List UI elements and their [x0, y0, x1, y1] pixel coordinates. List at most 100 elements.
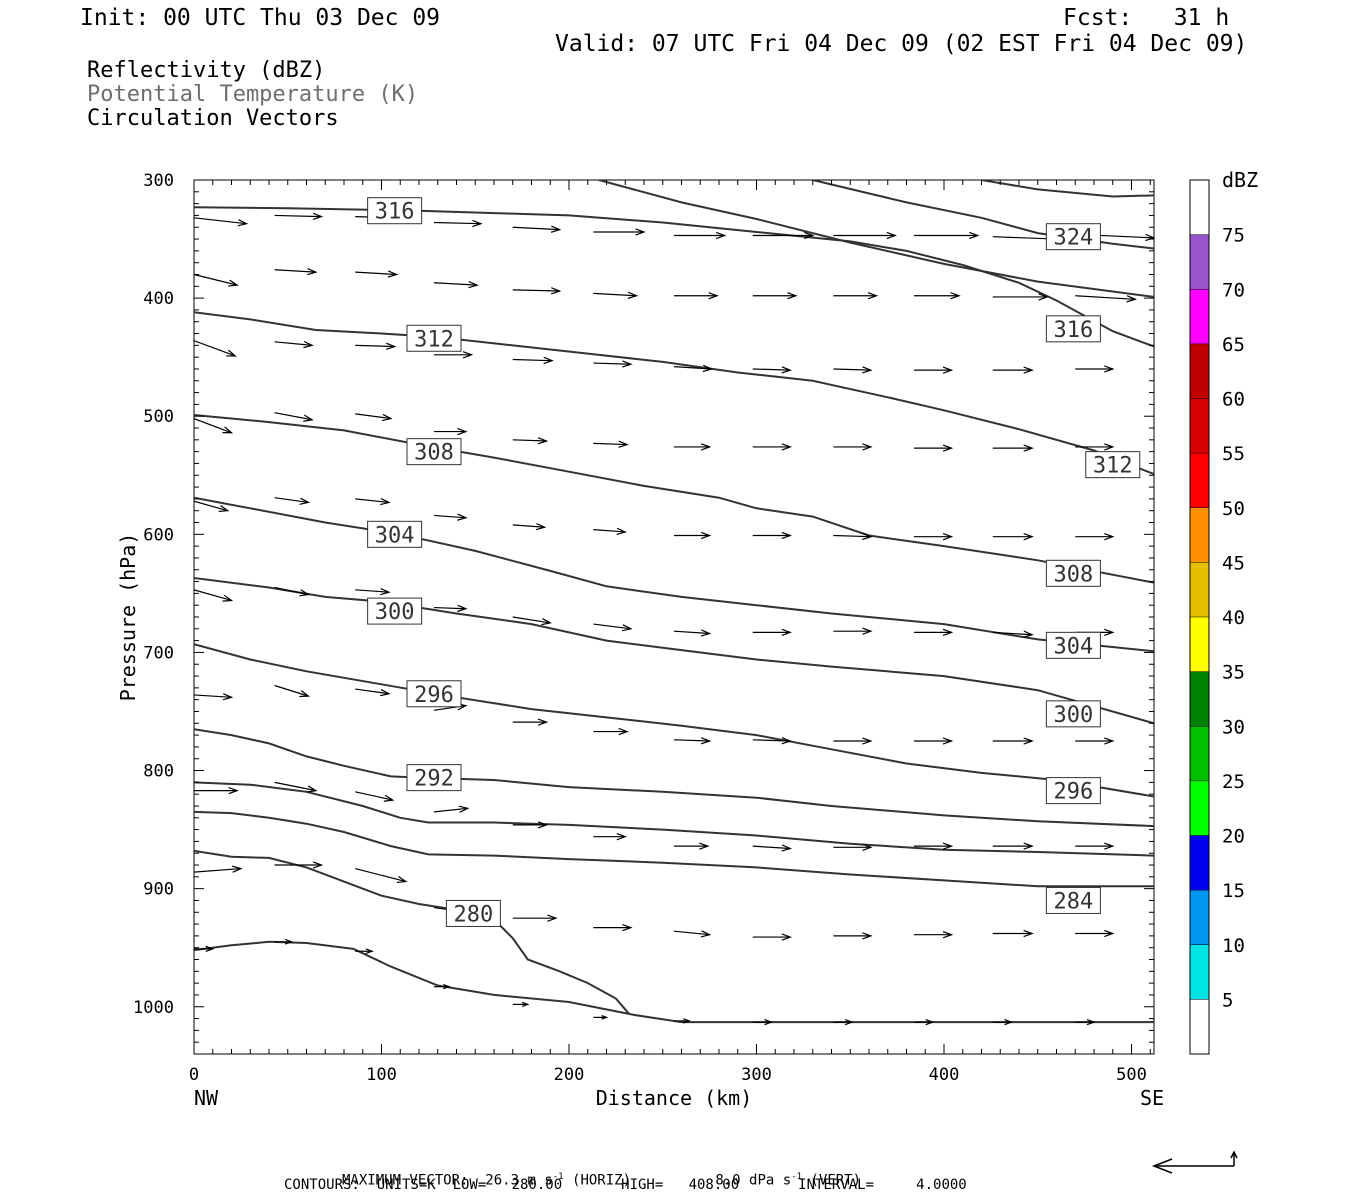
- vector-head: [804, 231, 815, 240]
- circulation-vector: [593, 291, 639, 299]
- circulation-vector: [194, 786, 239, 795]
- vector-shaft: [433, 514, 466, 519]
- vector-head: [1104, 365, 1115, 373]
- vector-head: [237, 219, 249, 227]
- vector-head: [781, 531, 792, 540]
- circulation-vector: [752, 933, 792, 941]
- vector-head: [1023, 630, 1034, 638]
- vector-shaft: [593, 623, 631, 630]
- vector-shaft: [355, 589, 390, 593]
- circulation-vector: [992, 737, 1034, 745]
- isentrope-316: [194, 206, 1154, 348]
- contour-label: 296: [406, 680, 462, 708]
- vector-shaft: [194, 418, 232, 434]
- vector-head: [942, 444, 954, 452]
- vector-head: [1023, 366, 1034, 374]
- circulation-vector: [512, 287, 562, 295]
- vector-head: [222, 693, 234, 701]
- isentrope-288: [194, 781, 1154, 857]
- vector-head: [862, 932, 873, 940]
- contour-label-box: [445, 899, 501, 927]
- circulation-vector: [274, 861, 324, 869]
- contour-label: 284: [1045, 886, 1101, 914]
- circulation-vector: [194, 500, 230, 512]
- circulation-vector: [752, 1018, 774, 1026]
- vector-head: [396, 875, 408, 884]
- colorbar-label: 20: [1222, 826, 1245, 848]
- circulation-vector: [194, 217, 249, 227]
- vector-head: [457, 427, 468, 436]
- circulation-vector: [194, 589, 234, 602]
- circulation-vector: [914, 366, 954, 374]
- vector-shaft: [355, 867, 407, 883]
- contour-label-text: 296: [414, 683, 454, 708]
- vector-head: [299, 690, 311, 698]
- vector-head: [1004, 1018, 1014, 1026]
- legend-circulation-vectors: Circulation Vectors: [87, 106, 339, 131]
- colorbar-swatch: [1190, 453, 1209, 508]
- contour-label: 308: [1045, 559, 1101, 587]
- colorbar-label: 50: [1222, 498, 1245, 520]
- vector-head: [303, 340, 314, 349]
- circulation-vector: [593, 727, 629, 736]
- vector-head: [381, 413, 393, 422]
- vector-shaft: [833, 534, 871, 538]
- colorbar-swatch: [1190, 289, 1209, 344]
- isentrope-284: [194, 810, 1154, 888]
- vector-shaft: [355, 688, 390, 695]
- circulation-vector: [833, 1018, 854, 1026]
- x-axis-right-label: SE: [1140, 1086, 1164, 1110]
- contour-label-text: 308: [414, 441, 454, 466]
- contour-label-box: [406, 680, 462, 708]
- circulation-vector: [274, 497, 311, 505]
- vector-head: [781, 443, 792, 451]
- circulation-vector: [355, 688, 391, 697]
- vector-head: [312, 861, 324, 869]
- circulation-vector: [434, 427, 468, 436]
- colorbar-swatch: [1190, 890, 1209, 945]
- contour-label: 296: [1045, 777, 1101, 805]
- contour-label-box: [1045, 777, 1101, 805]
- circulation-vector: [593, 440, 629, 448]
- vector-shaft: [593, 442, 628, 446]
- circulation-vector: [433, 219, 483, 228]
- plot-frame: [193, 179, 1155, 1055]
- circulation-vector: [992, 366, 1034, 374]
- vector-head: [383, 794, 395, 802]
- colorbar-title: dBZ: [1222, 168, 1258, 192]
- vectors: [194, 212, 1154, 1026]
- vector-head: [862, 843, 873, 851]
- circulation-vector: [992, 929, 1034, 938]
- circulation-vector: [752, 844, 792, 852]
- colorbar-swatch: [1190, 343, 1209, 399]
- vector-head: [535, 522, 547, 531]
- vector-shaft: [673, 630, 710, 635]
- vector-shaft: [512, 289, 560, 292]
- legend-potential-temperature: Potential Temperature (K): [87, 82, 419, 107]
- contour-labels: 316 324 316 312 312 308 304 308 300 304 296 300 292 2…: [367, 197, 1141, 927]
- vector-head: [1104, 533, 1115, 541]
- vector-head: [787, 292, 798, 300]
- init-time: Init: 00 UTC Thu 03 Dec 09: [80, 5, 441, 31]
- x-tick-label: 400: [929, 1065, 960, 1085]
- isentrope-308: [194, 414, 1154, 584]
- vector-shaft: [355, 498, 390, 504]
- vector-shaft: [433, 282, 478, 286]
- isentrope-292: [194, 728, 1154, 828]
- isentrope-280: [194, 849, 630, 1015]
- vector-head: [616, 833, 627, 841]
- circulation-vector: [274, 586, 311, 597]
- colorbar-swatch: [1190, 398, 1209, 454]
- vector-shaft: [752, 739, 791, 742]
- colorbar-label: 35: [1222, 662, 1245, 684]
- x-axis-label: Distance (km): [596, 1086, 753, 1110]
- vector-shaft: [274, 586, 309, 596]
- circulation-vector: [274, 412, 314, 422]
- circulation-vector: [512, 522, 547, 531]
- vector-head: [942, 737, 954, 745]
- circulation-vector: [194, 273, 239, 287]
- circulation-vector: [914, 231, 980, 240]
- vector-head: [306, 785, 318, 793]
- circulation-vector: [593, 360, 633, 368]
- circulation-vector: [992, 842, 1034, 850]
